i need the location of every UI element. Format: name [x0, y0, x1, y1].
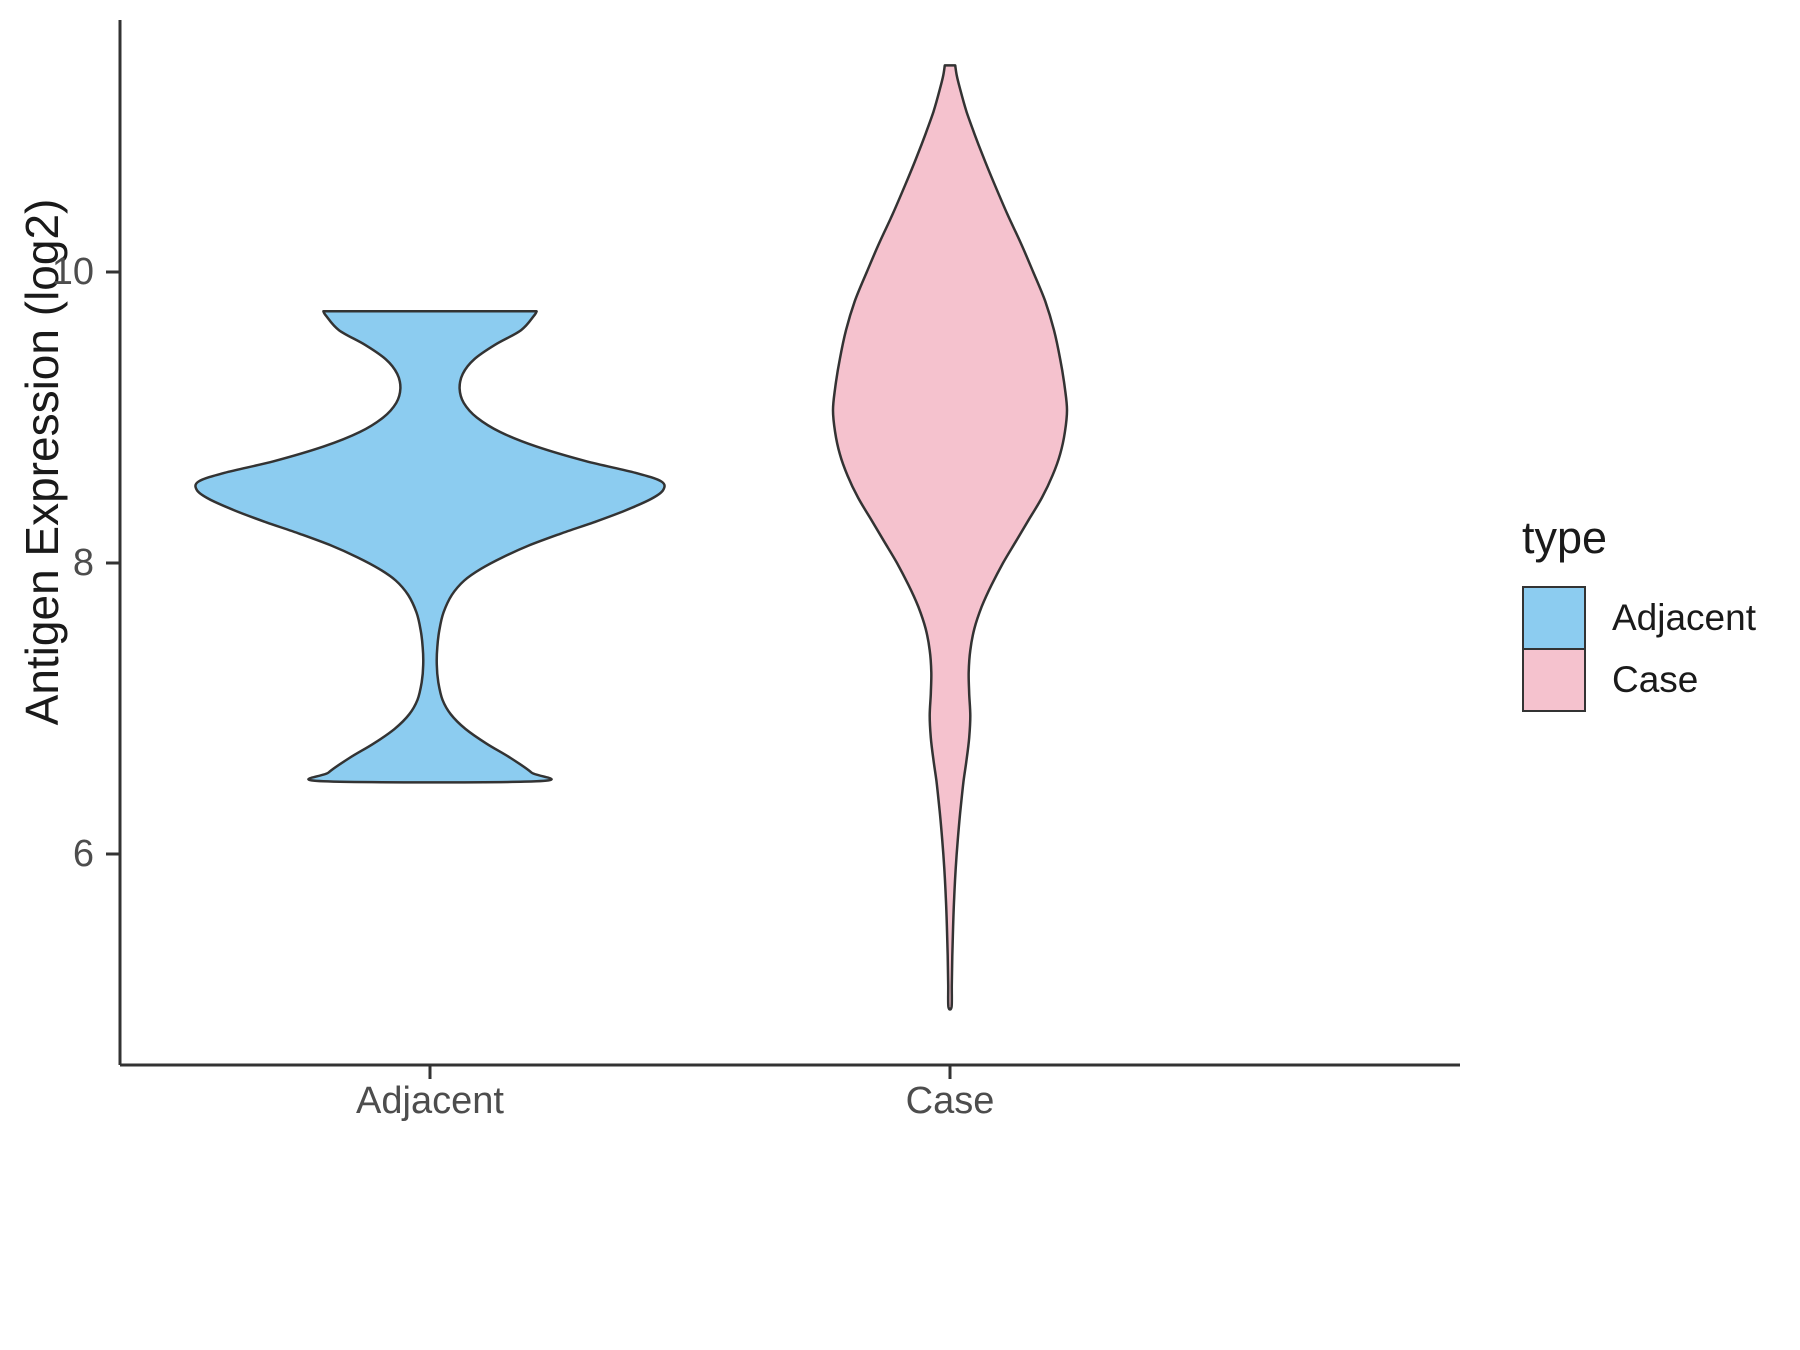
violin-case	[831, 64, 1069, 1011]
legend-label-case: Case	[1612, 659, 1699, 700]
legend-title: type	[1522, 512, 1608, 563]
legend-row-adjacent: Adjacent	[1522, 586, 1756, 650]
x-tick-label-adjacent: Adjacent	[356, 1080, 504, 1122]
y-tick-label-6: 6	[72, 833, 94, 875]
legend-row-case: Case	[1522, 648, 1756, 712]
violin-adjacent	[194, 310, 666, 784]
y-tick-label-8: 8	[72, 542, 94, 584]
legend-label-adjacent: Adjacent	[1612, 597, 1756, 638]
legend-swatch-case	[1522, 648, 1586, 712]
legend: type Adjacent Case	[1522, 512, 1756, 712]
x-tick-label-case: Case	[905, 1080, 995, 1122]
y-tick-label-10: 10	[51, 251, 94, 293]
legend-swatch-adjacent	[1522, 586, 1586, 650]
